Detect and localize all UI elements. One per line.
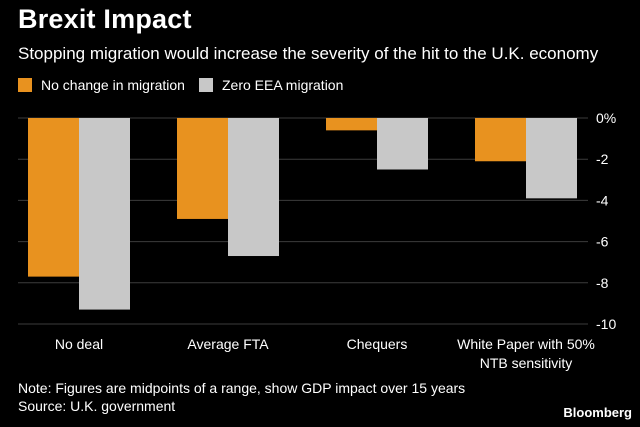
- legend-swatch-zero-eea: [198, 78, 213, 92]
- bar-no-change: [177, 118, 228, 219]
- footnote: Note: Figures are midpoints of a range, …: [18, 380, 466, 396]
- y-tick-label: -2: [596, 151, 609, 167]
- bar-zero-eea: [79, 118, 130, 310]
- chart-legend: No change in migration Zero EEA migratio…: [18, 77, 357, 93]
- y-tick-label: -10: [596, 316, 616, 332]
- x-category-label: Average FTA: [187, 336, 269, 352]
- x-category-label: No deal: [55, 336, 103, 352]
- y-tick-label: -6: [596, 234, 609, 250]
- bar-no-change: [326, 118, 377, 131]
- legend-label-zero-eea: Zero EEA migration: [221, 77, 344, 93]
- legend-label-no-change: No change in migration: [41, 77, 185, 93]
- bar-zero-eea: [526, 118, 577, 199]
- legend-item-no-change: No change in migration: [18, 77, 185, 93]
- bloomberg-logo: Bloomberg: [563, 405, 632, 420]
- legend-item-zero-eea: Zero EEA migration: [198, 77, 344, 93]
- bar-no-change: [28, 118, 79, 277]
- legend-swatch-no-change: [18, 78, 32, 92]
- y-tick-label: 0%: [596, 110, 616, 126]
- source-line: Source: U.K. government: [18, 398, 176, 414]
- x-category-label: White Paper with 50%: [457, 336, 595, 352]
- x-category-label: NTB sensitivity: [480, 355, 573, 371]
- chart-subtitle: Stopping migration would increase the se…: [18, 44, 599, 63]
- chart-title: Brexit Impact: [18, 4, 192, 34]
- x-category-label: Chequers: [347, 336, 408, 352]
- bar-zero-eea: [377, 118, 428, 170]
- y-tick-label: -8: [596, 275, 609, 291]
- bar-no-change: [475, 118, 526, 162]
- y-tick-label: -4: [596, 192, 609, 208]
- bar-zero-eea: [228, 118, 279, 257]
